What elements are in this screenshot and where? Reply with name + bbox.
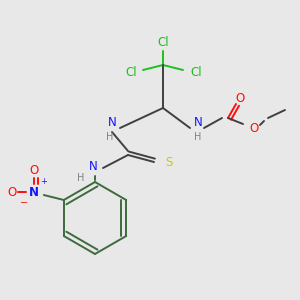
Text: O: O bbox=[236, 92, 244, 104]
Text: N: N bbox=[108, 116, 116, 128]
Text: H: H bbox=[106, 132, 114, 142]
Text: O: O bbox=[7, 185, 16, 199]
Text: H: H bbox=[194, 132, 202, 142]
Text: Cl: Cl bbox=[157, 37, 169, 50]
Text: N: N bbox=[29, 185, 39, 199]
Text: Cl: Cl bbox=[190, 67, 202, 80]
Text: O: O bbox=[29, 164, 38, 176]
Text: O: O bbox=[249, 122, 259, 134]
Text: Cl: Cl bbox=[125, 67, 137, 80]
Text: S: S bbox=[165, 155, 173, 169]
Text: +: + bbox=[40, 176, 47, 185]
Text: H: H bbox=[77, 173, 85, 183]
Text: N: N bbox=[88, 160, 98, 173]
Text: −: − bbox=[20, 198, 28, 208]
Text: N: N bbox=[194, 116, 202, 128]
